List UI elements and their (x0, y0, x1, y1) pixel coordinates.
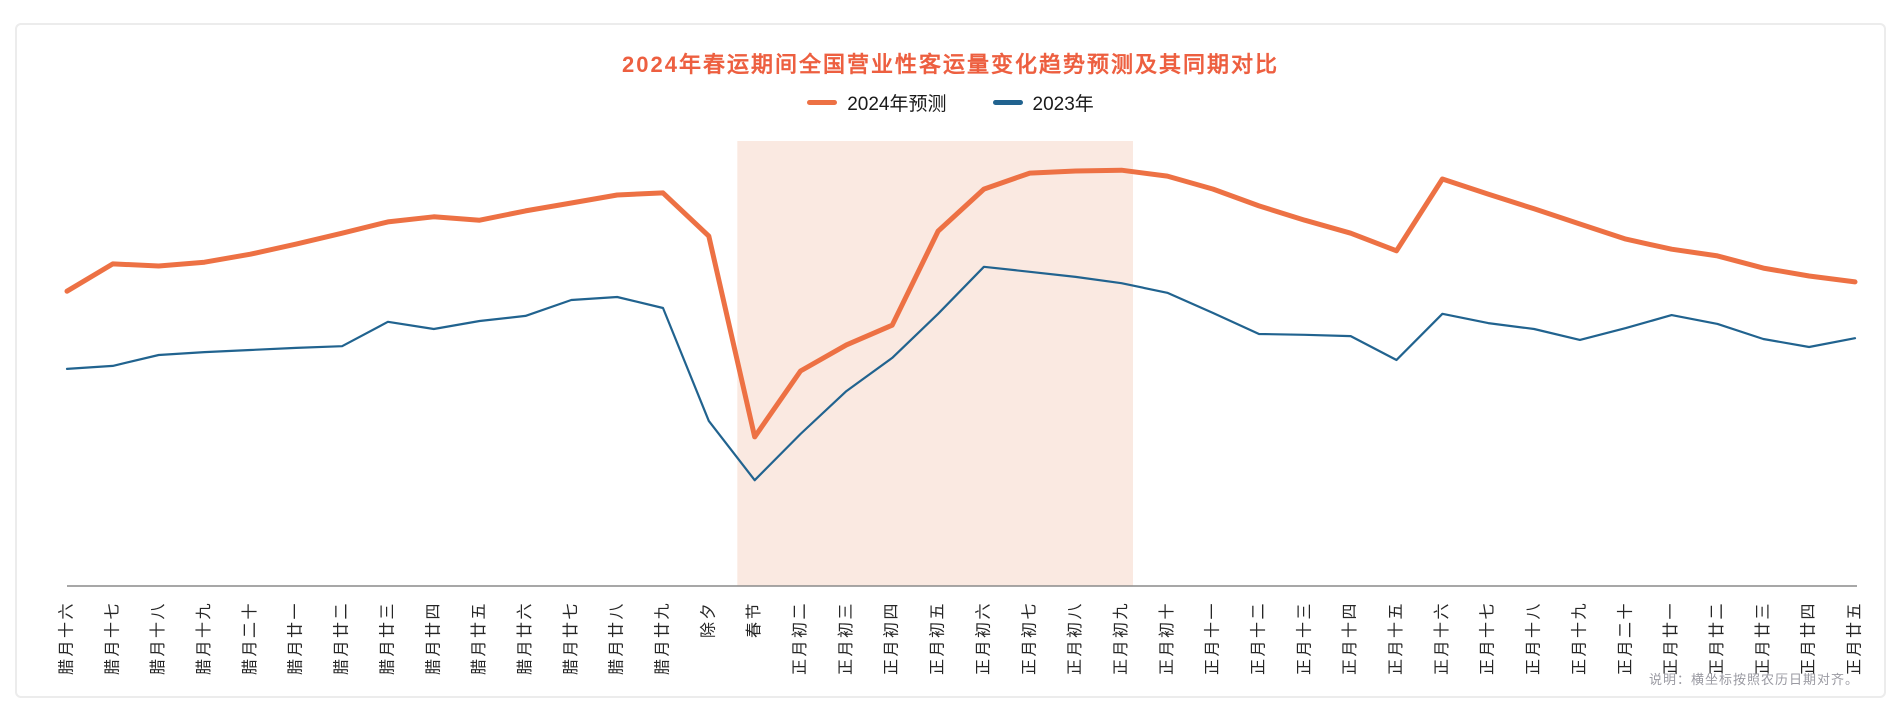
x-axis-label: 正月十四 (1341, 601, 1359, 675)
legend-swatch-2023 (992, 100, 1023, 105)
chart-card: 腊月十六 腊月十七 腊月十八 腊月十九 腊月二十 腊月廿一 腊月廿二 腊月廿三 腊月廿四 腊月廿五… (15, 23, 1886, 698)
x-axis-label: 除夕 (699, 601, 717, 638)
x-axis-label: 正月十三 (1295, 601, 1313, 675)
x-axis-label: 正月十七 (1479, 601, 1497, 675)
x-axis-label: 正月廿二 (1708, 601, 1726, 675)
x-axis-label: 正月十五 (1387, 601, 1405, 675)
x-axis-label: 正月初九 (1112, 601, 1130, 675)
x-axis-label: 正月十六 (1433, 601, 1451, 675)
x-axis-label: 腊月廿五 (470, 601, 488, 675)
x-axis-label: 正月廿三 (1754, 601, 1772, 675)
legend-item-2023[interactable]: 2023年 (992, 89, 1094, 116)
x-axis-label: 正月初五 (929, 601, 947, 675)
x-axis-label: 正月初十 (1158, 601, 1176, 675)
x-axis-label: 正月廿五 (1846, 601, 1864, 675)
x-axis-label: 正月初八 (1066, 601, 1084, 675)
x-axis-label: 正月廿四 (1800, 601, 1818, 675)
legend: 2024年预测 2023年 (17, 89, 1884, 116)
series-2023-line (65, 265, 1857, 482)
x-axis-label: 正月十九 (1570, 601, 1588, 675)
legend-label-2023: 2023年 (1032, 94, 1094, 115)
x-axis-label: 腊月廿二 (333, 601, 351, 675)
x-axis-label: 正月初三 (837, 601, 855, 675)
footnote: 说明：横坐标按照农历日期对齐。 (1648, 672, 1859, 687)
series-2024-forecast-line (64, 167, 1858, 440)
x-axis-label: 腊月廿六 (516, 601, 534, 675)
x-axis-label: 正月十八 (1525, 601, 1543, 675)
x-axis-label: 腊月十六 (58, 601, 76, 675)
x-axis-label: 正月十一 (1204, 601, 1222, 675)
x-axis-label: 腊月廿九 (654, 601, 672, 675)
legend-item-2024-forecast[interactable]: 2024年预测 (807, 89, 947, 116)
holiday-highlight-band (737, 141, 1133, 586)
x-axis-label: 正月初六 (974, 601, 992, 675)
x-axis-label: 腊月廿八 (608, 601, 626, 675)
x-axis-label: 正月廿一 (1662, 601, 1680, 675)
x-axis-label: 腊月廿七 (562, 601, 580, 675)
x-axis-label: 腊月二十 (241, 601, 259, 675)
line-chart-plot: 腊月十六 腊月十七 腊月十八 腊月十九 腊月二十 腊月廿一 腊月廿二 腊月廿三 腊月廿四 腊月廿五… (58, 141, 1864, 675)
x-axis-label: 腊月廿一 (287, 601, 305, 675)
x-axis-label: 腊月十七 (103, 601, 121, 675)
legend-swatch-2024 (807, 100, 838, 105)
x-axis-label: 正月十二 (1250, 601, 1268, 675)
chart-title: 2024年春运期间全国营业性客运量变化趋势预测及其同期对比 (622, 52, 1279, 77)
x-axis-label: 正月初七 (1020, 601, 1038, 675)
x-axis-label: 春节 (745, 601, 763, 638)
x-axis-label: 正月初四 (883, 601, 901, 675)
x-axis-label: 腊月十九 (195, 601, 213, 675)
x-axis-label: 正月二十 (1616, 601, 1634, 675)
x-axis-label: 正月初二 (791, 601, 809, 675)
x-axis-label: 腊月十八 (149, 601, 167, 675)
legend-label-2024: 2024年预测 (847, 94, 947, 115)
x-axis-label: 腊月廿三 (378, 601, 396, 675)
x-axis-label: 腊月廿四 (424, 601, 442, 675)
